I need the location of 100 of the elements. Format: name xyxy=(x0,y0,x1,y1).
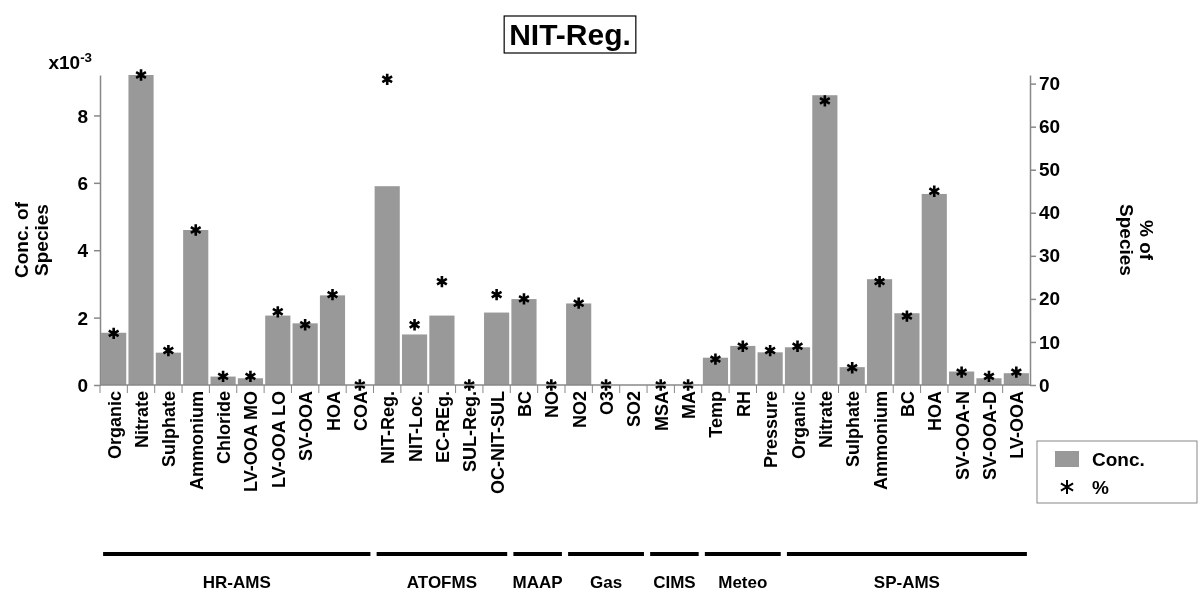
x-tick-label: Ammonium xyxy=(186,391,207,490)
point xyxy=(326,287,339,302)
point xyxy=(463,378,476,392)
x-tick-label: Pressure xyxy=(761,391,782,469)
point xyxy=(681,378,695,392)
y2-tick-label: 30 xyxy=(1039,245,1061,267)
point xyxy=(189,223,202,237)
point xyxy=(545,378,558,392)
legend-label: % xyxy=(1092,476,1109,498)
bar xyxy=(894,313,920,385)
y2-tick-label: 50 xyxy=(1039,159,1061,181)
text: HR-AMS xyxy=(202,573,271,592)
x-tick-label: SV-OOA-N xyxy=(952,391,973,481)
y-tick-label: 2 xyxy=(77,307,88,329)
x-tick-label: NIT-Loc. xyxy=(405,391,426,462)
x-tick-label: HOA xyxy=(323,391,344,431)
bar xyxy=(292,323,318,385)
text: Meteo xyxy=(718,573,768,592)
y2-tick-label: 70 xyxy=(1039,73,1061,95)
bar xyxy=(784,347,811,385)
point xyxy=(435,274,449,289)
point xyxy=(928,184,941,199)
bar xyxy=(921,193,947,385)
point xyxy=(818,93,832,108)
point xyxy=(298,317,312,332)
bar xyxy=(757,352,783,385)
y-tick-label: 6 xyxy=(77,172,88,194)
point xyxy=(599,378,613,392)
bar xyxy=(484,312,510,385)
x-tick-label: Organic xyxy=(788,391,809,460)
point xyxy=(709,352,722,367)
bar xyxy=(155,352,181,385)
x-tick-label: HOA xyxy=(925,391,946,431)
text: MAAP xyxy=(512,573,563,592)
x-tick-label: Sulphate xyxy=(843,391,864,468)
text: x10$^{-3}$ xyxy=(48,49,92,73)
x-tick-label: MSA xyxy=(651,391,672,431)
point xyxy=(846,360,859,375)
point xyxy=(517,291,531,306)
x-tick-label: SUL-Reg. xyxy=(460,391,481,472)
point xyxy=(763,343,777,358)
x-tick-label: BC xyxy=(897,391,918,417)
x-tick-label: OC-NIT-SUL xyxy=(487,391,508,494)
bar xyxy=(319,295,346,385)
chart-title: NIT-Reg. xyxy=(509,18,631,51)
x-tick-label: LV-OOA xyxy=(1007,391,1028,459)
text: ATOFMS xyxy=(406,573,478,592)
point xyxy=(162,343,175,358)
point xyxy=(654,378,667,392)
y2-axis-title: % of Species xyxy=(1115,204,1158,276)
x-tick-label: Temp xyxy=(706,391,727,438)
y-tick-label: 8 xyxy=(77,105,88,127)
x-tick-label: RH xyxy=(733,391,754,417)
bar xyxy=(374,186,400,385)
text: Gas xyxy=(589,573,623,592)
bar xyxy=(401,334,428,385)
y2-tick-label: 10 xyxy=(1039,331,1061,353)
x-tick-label: MA xyxy=(679,391,700,419)
bar xyxy=(183,230,209,385)
point xyxy=(900,309,914,324)
y2-tick-label: 0 xyxy=(1039,374,1050,396)
x-tick-label: Organic xyxy=(104,391,125,460)
point xyxy=(736,339,749,354)
point xyxy=(244,369,257,384)
bar xyxy=(866,279,893,385)
x-tick-label: NIT-Reg. xyxy=(378,391,399,465)
x-tick-label: Nitrate xyxy=(815,391,836,449)
bar xyxy=(566,303,592,385)
x-tick-label: SV-OOA xyxy=(296,391,317,462)
bar xyxy=(511,299,537,385)
point xyxy=(955,365,968,380)
x-tick-label: NO2 xyxy=(569,391,590,429)
point xyxy=(134,68,148,82)
x-tick-label: SV-OOA-D xyxy=(979,391,1000,481)
x-tick-label: Nitrate xyxy=(132,391,153,449)
point xyxy=(216,369,230,384)
y2-tick-label: 60 xyxy=(1039,116,1061,138)
x-tick-label: Ammonium xyxy=(870,391,891,490)
bar xyxy=(429,315,455,385)
x-tick-label: Sulphate xyxy=(159,391,180,468)
point xyxy=(791,339,804,354)
x-tick-label: Chloride xyxy=(214,391,235,465)
point xyxy=(1010,365,1023,380)
y-axis-title: Conc. of Species xyxy=(10,201,53,278)
x-tick-label: LV-OOA MO xyxy=(241,391,262,492)
bar xyxy=(101,332,127,385)
point xyxy=(408,317,421,332)
x-tick-label: LV-OOA LO xyxy=(268,391,289,488)
y-tick-label: 4 xyxy=(77,240,89,262)
x-tick-label: BC xyxy=(514,391,535,417)
point xyxy=(271,304,284,319)
point xyxy=(982,369,996,384)
bar xyxy=(730,345,756,385)
point xyxy=(353,378,367,392)
x-tick-label: SO2 xyxy=(624,391,645,428)
point xyxy=(107,326,120,341)
x-tick-label: COA xyxy=(350,391,371,431)
y2-tick-label: 40 xyxy=(1039,202,1061,224)
point xyxy=(381,72,394,87)
text: CIMS xyxy=(653,573,696,592)
